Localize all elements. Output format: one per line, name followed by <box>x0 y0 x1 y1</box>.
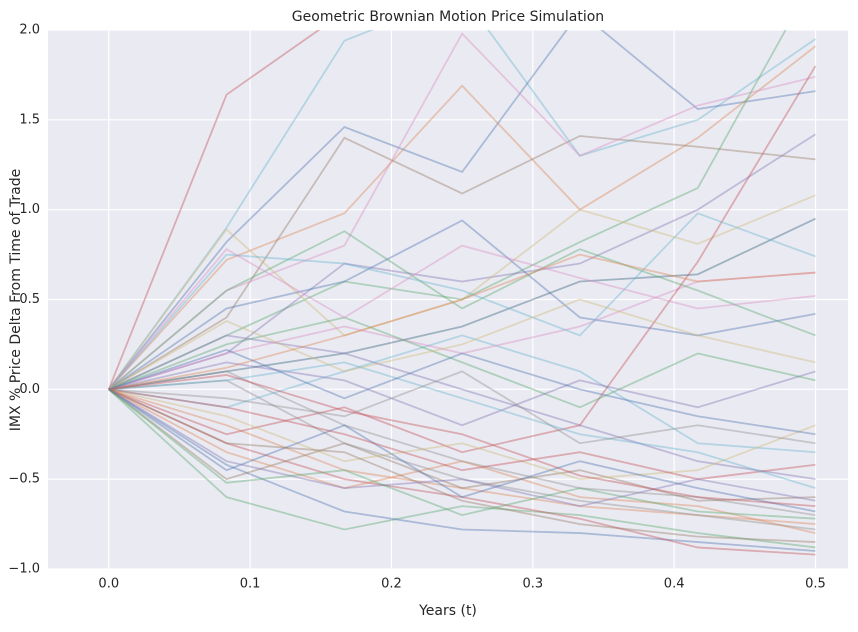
x-tick-label: 0.3 <box>522 577 543 592</box>
sim-line <box>108 30 816 390</box>
sim-line <box>108 298 816 391</box>
sim-line <box>108 194 816 390</box>
sim-line <box>108 388 816 534</box>
sim-line <box>108 379 816 531</box>
y-tick-label: 0.0 <box>19 382 40 397</box>
sim-line <box>108 388 816 502</box>
x-tick-label: 0.2 <box>381 577 402 592</box>
x-tick-label: 0.4 <box>664 577 685 592</box>
sim-line <box>108 30 817 390</box>
x-tick-label: 0.0 <box>98 577 119 592</box>
sim-line <box>108 217 816 391</box>
sim-line <box>108 388 816 552</box>
y-tick-label: 1.5 <box>19 112 40 127</box>
lines <box>107 30 817 556</box>
chart-title: Geometric Brownian Motion Price Simulati… <box>292 9 604 25</box>
sim-line <box>108 370 816 516</box>
sim-line <box>108 361 816 427</box>
sim-line <box>108 374 816 508</box>
y-tick-label: −1.0 <box>8 562 40 577</box>
sim-line <box>108 388 816 543</box>
sim-line <box>108 334 816 481</box>
sim-line <box>108 388 816 513</box>
sim-line <box>108 230 816 391</box>
y-tick-label: −0.5 <box>8 472 40 487</box>
sim-line <box>108 388 816 556</box>
sim-line <box>108 316 816 409</box>
y-tick-label: 1.0 <box>19 202 40 217</box>
sim-line <box>108 219 816 391</box>
sim-line <box>108 30 787 391</box>
y-tick-label: 0.5 <box>19 292 40 307</box>
grid <box>48 29 848 570</box>
sim-line <box>108 388 816 525</box>
sim-line <box>108 388 816 508</box>
sim-line <box>108 388 816 481</box>
sim-line <box>108 253 816 391</box>
y-axis-label: IMX % Price Delta From Time of Trade <box>8 169 24 432</box>
sim-line <box>108 334 816 454</box>
x-tick-label: 0.1 <box>240 577 261 592</box>
sim-line <box>108 65 817 454</box>
y-tick-label: 2.0 <box>19 23 40 38</box>
sim-line <box>108 361 816 490</box>
sim-line <box>108 244 816 390</box>
sim-line <box>108 388 816 481</box>
sim-line <box>108 45 817 390</box>
sim-line <box>108 348 816 436</box>
sim-line <box>108 388 816 549</box>
sim-line <box>108 388 816 520</box>
sim-line <box>108 32 816 391</box>
sim-line <box>108 212 816 390</box>
x-axis-label: Years (t) <box>418 603 477 619</box>
sim-line <box>108 271 816 391</box>
sim-line <box>108 135 816 391</box>
sim-line <box>107 30 321 390</box>
sim-line <box>108 133 816 391</box>
x-tick-label: 0.5 <box>805 577 826 592</box>
sim-line <box>108 370 816 445</box>
